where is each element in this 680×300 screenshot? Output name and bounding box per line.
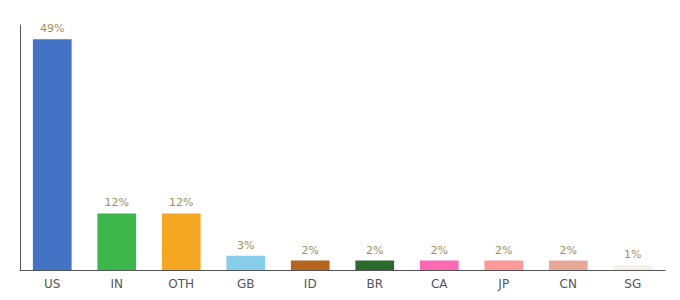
svg-text:IN: IN <box>110 277 123 291</box>
svg-text:US: US <box>44 277 60 291</box>
svg-text:2%: 2% <box>560 244 577 257</box>
svg-text:ID: ID <box>304 277 317 291</box>
svg-text:OTH: OTH <box>168 277 194 291</box>
svg-text:2%: 2% <box>431 244 448 257</box>
svg-text:CA: CA <box>431 277 448 291</box>
svg-text:12%: 12% <box>169 196 193 209</box>
svg-text:49%: 49% <box>40 22 64 35</box>
svg-text:12%: 12% <box>105 196 129 209</box>
svg-text:1%: 1% <box>624 248 641 261</box>
svg-text:JP: JP <box>497 277 509 291</box>
svg-text:2%: 2% <box>366 244 383 257</box>
svg-text:3%: 3% <box>237 239 254 252</box>
svg-text:GB: GB <box>237 277 255 291</box>
svg-text:2%: 2% <box>302 244 319 257</box>
svg-text:2%: 2% <box>495 244 512 257</box>
svg-text:SG: SG <box>624 277 641 291</box>
svg-text:CN: CN <box>560 277 577 291</box>
svg-text:BR: BR <box>366 277 383 291</box>
